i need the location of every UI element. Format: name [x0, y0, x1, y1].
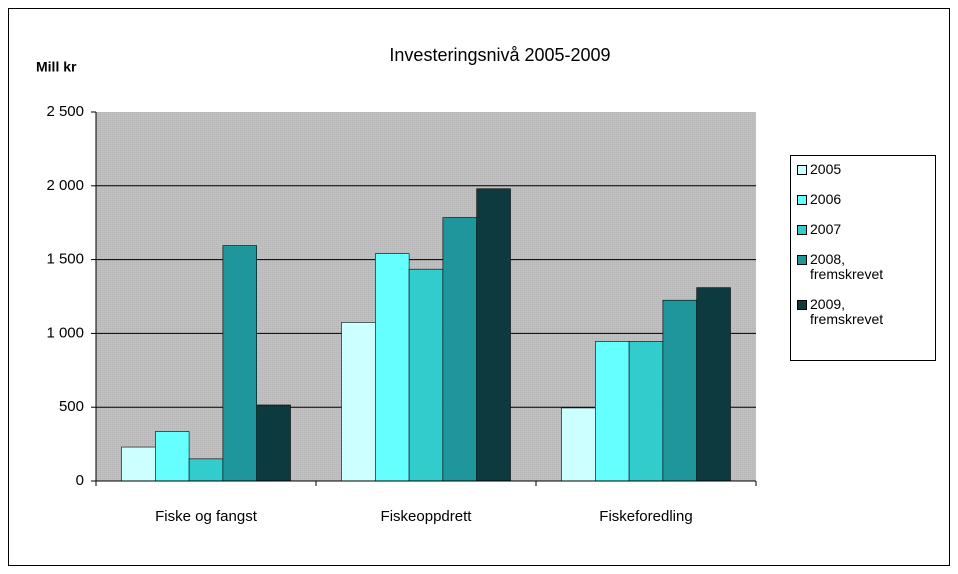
legend-label: 2009, fremskrevet: [810, 296, 884, 327]
y-tick-label: 1 000: [46, 324, 84, 341]
legend-swatch: [797, 165, 807, 175]
legend-item: 2009, fremskrevet: [795, 297, 931, 327]
bar: [341, 322, 376, 482]
bar: [561, 407, 596, 482]
legend-item: 2007: [795, 222, 931, 237]
x-tick-label: Fiskeoppdrett: [381, 508, 473, 525]
x-tick-label: Fiske og fangst: [155, 508, 258, 525]
bar: [256, 404, 291, 482]
bar: [594, 341, 630, 482]
bar: [222, 245, 257, 482]
legend-label: 2005: [810, 161, 842, 177]
y-tick-label: 2 000: [46, 177, 84, 194]
legend-item: 2006: [795, 192, 931, 207]
bar: [696, 287, 731, 482]
legend-swatch: [797, 255, 807, 265]
y-axis-label: Mill kr: [36, 59, 77, 75]
bar: [155, 431, 190, 482]
y-tick-label: 500: [59, 398, 84, 415]
bar: [188, 458, 224, 482]
legend-label: 2007: [810, 221, 842, 237]
bar: [476, 188, 511, 482]
y-tick-label: 0: [76, 472, 84, 489]
legend-swatch: [797, 300, 807, 310]
bar: [121, 446, 156, 482]
bar: [408, 268, 444, 482]
legend-item: 2005: [795, 162, 931, 177]
legend-label: 2008, fremskrevet: [810, 251, 884, 282]
legend-swatch: [797, 225, 807, 235]
x-tick-label: Fiskeforedling: [599, 508, 692, 525]
bar: [374, 253, 410, 482]
bar: [628, 341, 664, 482]
bar: [442, 217, 477, 482]
bar: [662, 299, 698, 482]
y-tick-label: 1 500: [46, 251, 84, 268]
legend-label: 2006: [810, 191, 842, 207]
legend: 2005 2006 2007 2008, fremskrevet 2009, frems…: [790, 155, 936, 361]
legend-item: 2008, fremskrevet: [795, 252, 931, 282]
chart-title: Investeringsnivå 2005-2009: [389, 45, 610, 65]
legend-swatch: [797, 195, 807, 205]
y-tick-label: 2 500: [46, 103, 84, 120]
